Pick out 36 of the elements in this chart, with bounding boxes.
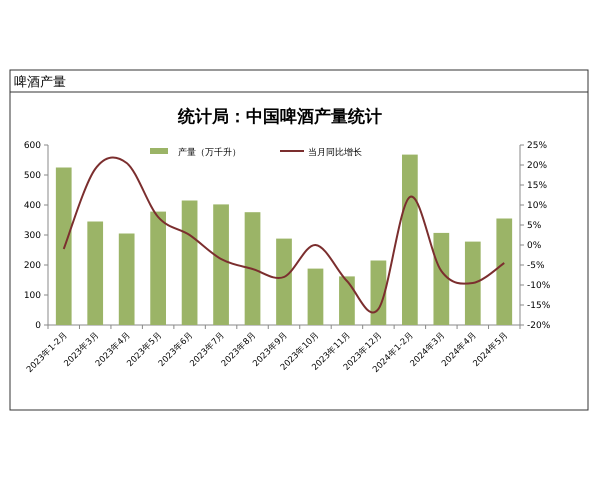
y2-tick-label: 10% [527, 201, 548, 211]
y-tick-label: 0 [35, 321, 42, 331]
bar [339, 276, 355, 325]
bar [370, 260, 386, 325]
chart-title: 统计局：中国啤酒产量统计 [177, 107, 382, 127]
bar [213, 204, 229, 325]
bar [433, 232, 450, 325]
legend-label: 产量（万千升） [178, 147, 241, 158]
y2-tick-label: -5% [527, 261, 545, 271]
y2-tick-label: 20% [527, 161, 548, 171]
y-tick-label: 500 [24, 171, 42, 181]
text: 啤酒产量 [14, 75, 66, 90]
bar [402, 154, 418, 325]
bar [308, 268, 324, 325]
y-tick-label: 100 [24, 291, 42, 301]
bar [150, 212, 166, 325]
y2-tick-label: -20% [527, 321, 551, 331]
bar [496, 218, 512, 325]
y-tick-label: 600 [24, 141, 42, 151]
bar [464, 242, 481, 325]
y2-tick-label: 0% [527, 241, 542, 251]
bar [56, 168, 72, 325]
y2-tick-label: -15% [527, 301, 551, 311]
legend-label: 当月同比增长 [308, 147, 362, 158]
bar [276, 238, 292, 325]
bar [118, 234, 135, 325]
y-tick-label: 200 [24, 261, 42, 271]
y2-tick-label: 5% [527, 221, 542, 231]
y2-tick-label: 15% [527, 181, 548, 191]
bar [87, 222, 104, 325]
y2-tick-label: 25% [527, 141, 548, 151]
y-tick-label: 400 [24, 201, 42, 211]
y2-tick-label: -10% [527, 281, 551, 291]
bar [244, 212, 260, 325]
y-tick-label: 300 [24, 231, 42, 241]
bar [182, 200, 198, 325]
